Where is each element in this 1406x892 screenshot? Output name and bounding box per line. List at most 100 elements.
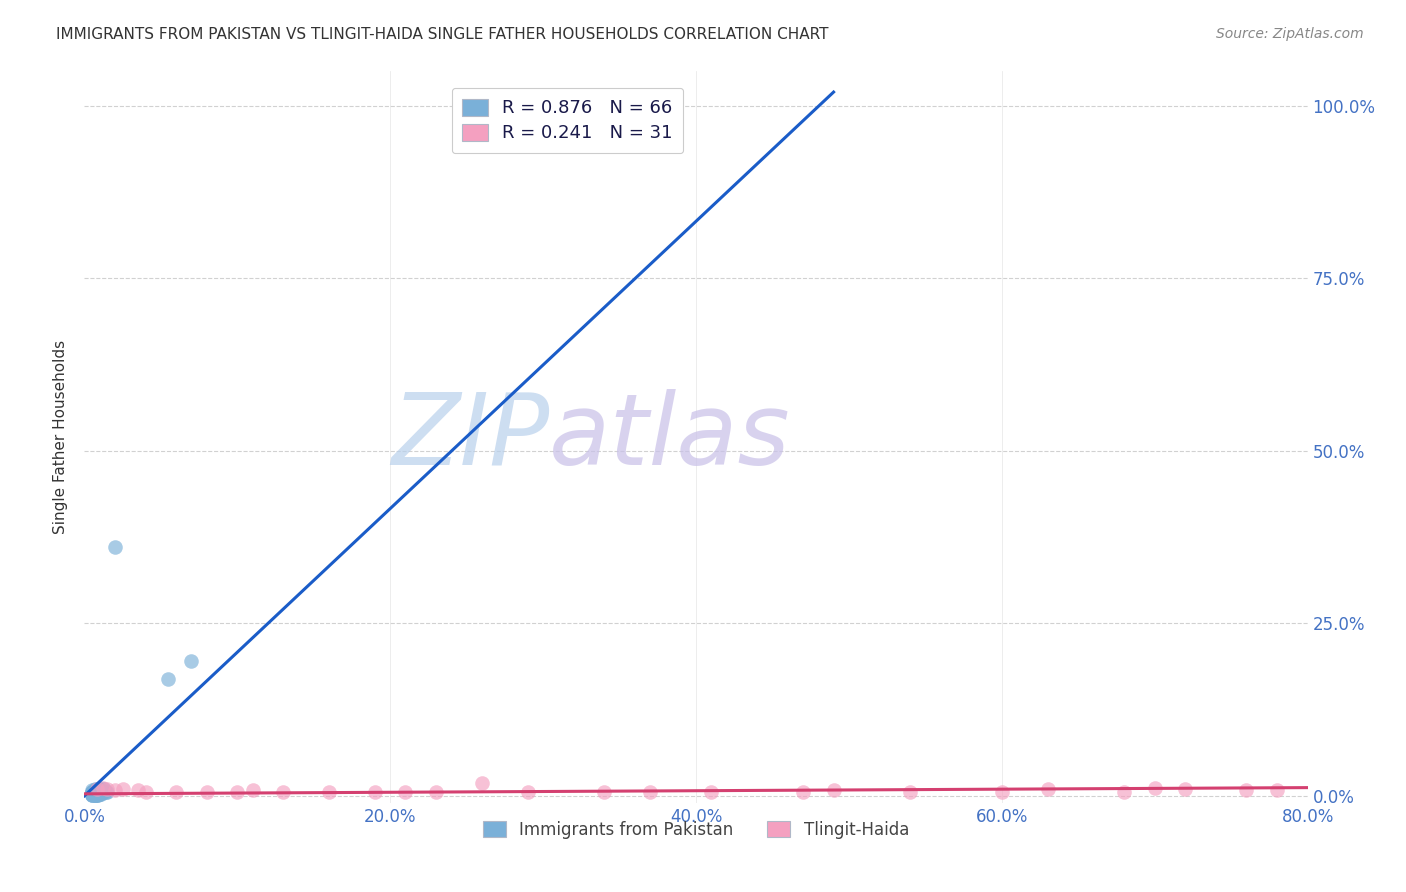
Point (86, 787, 108, 801)
Point (80, 783, 103, 797)
Point (86, 788, 108, 802)
Point (93, 785, 115, 799)
Point (104, 783, 127, 797)
Point (84, 787, 107, 801)
Text: IMMIGRANTS FROM PAKISTAN VS TLINGIT-HAIDA SINGLE FATHER HOUSEHOLDS CORRELATION C: IMMIGRANTS FROM PAKISTAN VS TLINGIT-HAID… (56, 27, 828, 42)
Point (80, 787, 103, 801)
Point (135, 785, 157, 799)
Point (86, 782, 108, 797)
Point (89, 783, 111, 797)
Point (271, 785, 294, 799)
Point (80, 786, 103, 800)
Point (80, 788, 103, 802)
Point (1036, 782, 1059, 797)
Point (86, 785, 108, 799)
Point (96, 785, 118, 799)
Point (80, 788, 103, 802)
Point (1265, 783, 1288, 797)
Point (1114, 785, 1136, 799)
Point (792, 785, 814, 799)
Y-axis label: Single Father Households: Single Father Households (53, 340, 69, 534)
Point (87, 782, 110, 797)
Point (823, 783, 845, 797)
Point (242, 783, 264, 797)
Point (84, 788, 107, 802)
Point (80, 787, 103, 801)
Point (593, 785, 616, 799)
Point (516, 785, 538, 799)
Point (89, 786, 111, 800)
Point (1143, 780, 1166, 795)
Point (157, 672, 180, 686)
Point (111, 782, 134, 797)
Point (87, 788, 110, 802)
Point (195, 785, 218, 799)
Point (90, 785, 112, 799)
Point (89, 787, 111, 801)
Point (165, 785, 187, 799)
Point (394, 785, 416, 799)
Point (87, 784, 110, 798)
Point (86, 787, 108, 801)
Point (84, 788, 107, 802)
Point (90, 785, 112, 799)
Point (91, 782, 114, 797)
Point (89, 785, 111, 799)
Point (180, 654, 202, 668)
Point (84, 786, 107, 800)
Point (87, 787, 110, 801)
Point (80, 787, 103, 801)
Point (127, 783, 149, 797)
Point (86, 783, 108, 797)
Point (84, 785, 107, 799)
Point (86, 786, 108, 800)
Text: ZIP: ZIP (391, 389, 550, 485)
Point (90, 784, 112, 798)
Point (86, 783, 108, 797)
Point (94, 785, 117, 799)
Point (84, 783, 107, 797)
Point (226, 785, 249, 799)
Point (364, 785, 387, 799)
Point (638, 785, 661, 799)
Point (80, 788, 103, 802)
Point (84, 782, 107, 797)
Point (471, 776, 494, 790)
Point (91, 785, 114, 799)
Text: atlas: atlas (550, 389, 790, 485)
Point (86, 784, 108, 798)
Point (86, 782, 108, 797)
Point (104, 541, 127, 555)
Point (84, 787, 107, 801)
Text: Source: ZipAtlas.com: Source: ZipAtlas.com (1216, 27, 1364, 41)
Point (83, 785, 105, 799)
Point (96, 782, 118, 797)
Point (84, 788, 107, 802)
Point (87, 783, 110, 797)
Point (318, 785, 340, 799)
Legend: Immigrants from Pakistan, Tlingit-Haida: Immigrants from Pakistan, Tlingit-Haida (477, 814, 915, 846)
Point (84, 787, 107, 801)
Point (1174, 782, 1197, 797)
Point (87, 787, 110, 801)
Point (87, 785, 110, 799)
Point (86, 785, 108, 799)
Point (86, 787, 108, 801)
Point (898, 785, 921, 799)
Point (86, 785, 108, 799)
Point (91, 780, 114, 795)
Point (90, 787, 112, 801)
Point (84, 785, 107, 799)
Point (89, 785, 111, 799)
Point (1236, 783, 1258, 797)
Point (93, 782, 115, 797)
Point (87, 785, 110, 799)
Point (80, 785, 103, 799)
Point (80, 785, 103, 799)
Point (86, 788, 108, 802)
Point (89, 782, 111, 797)
Point (700, 785, 723, 799)
Point (991, 785, 1014, 799)
Point (87, 786, 110, 800)
Point (80, 785, 103, 799)
